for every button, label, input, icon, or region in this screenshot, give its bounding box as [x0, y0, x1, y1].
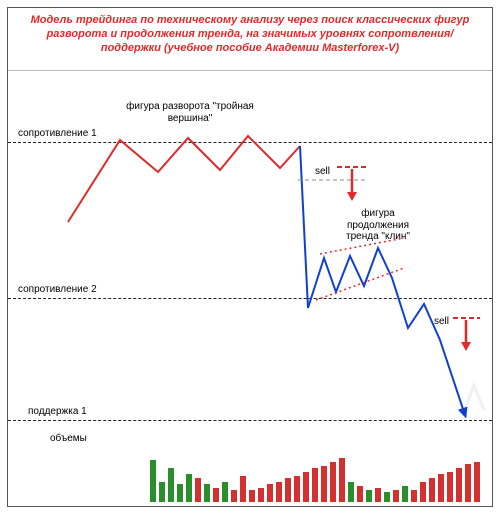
volume-bar	[150, 460, 156, 502]
volume-bar	[240, 476, 246, 502]
price-line-red	[68, 136, 300, 222]
chart-svg	[8, 8, 492, 506]
volume-bar	[258, 488, 264, 502]
volume-bar	[294, 476, 300, 502]
volume-bar	[339, 458, 345, 502]
volume-bar	[438, 474, 444, 502]
volume-bar	[384, 492, 390, 502]
volume-bar	[357, 486, 363, 502]
volume-bar	[222, 482, 228, 502]
volume-bar	[429, 478, 435, 502]
volume-bar	[285, 478, 291, 502]
volume-bar	[402, 486, 408, 502]
wedge-top-line	[320, 238, 404, 254]
price-line-blue	[300, 146, 464, 412]
volume-bar	[213, 488, 219, 502]
volume-bar	[411, 490, 417, 502]
sell-arrow-2-icon	[453, 318, 480, 351]
volume-bar	[186, 474, 192, 502]
volume-bar	[366, 490, 372, 502]
volume-bar	[375, 488, 381, 502]
volume-bar	[474, 462, 480, 502]
volume-bar	[204, 484, 210, 502]
sell-arrow-1-icon	[337, 167, 367, 201]
price-end-arrow-icon	[458, 407, 471, 421]
volume-bar	[321, 466, 327, 502]
volume-bar	[168, 468, 174, 502]
volume-bar	[447, 472, 453, 502]
volume-bar	[276, 482, 282, 502]
volume-bar	[231, 490, 237, 502]
volume-bar	[393, 490, 399, 502]
volume-bar	[312, 468, 318, 502]
volume-bar	[420, 482, 426, 502]
volume-bars	[150, 450, 486, 502]
volume-bar	[159, 482, 165, 502]
volume-bar	[330, 462, 336, 502]
volume-bar	[249, 490, 255, 502]
volume-bar	[465, 464, 471, 502]
volume-bar	[348, 482, 354, 502]
volume-bar	[267, 484, 273, 502]
volume-bar	[195, 478, 201, 502]
volume-bar	[177, 484, 183, 502]
volume-bar	[303, 472, 309, 502]
chart-frame: Модель трейдинга по техническому анализу…	[7, 7, 493, 507]
volume-bar	[456, 468, 462, 502]
